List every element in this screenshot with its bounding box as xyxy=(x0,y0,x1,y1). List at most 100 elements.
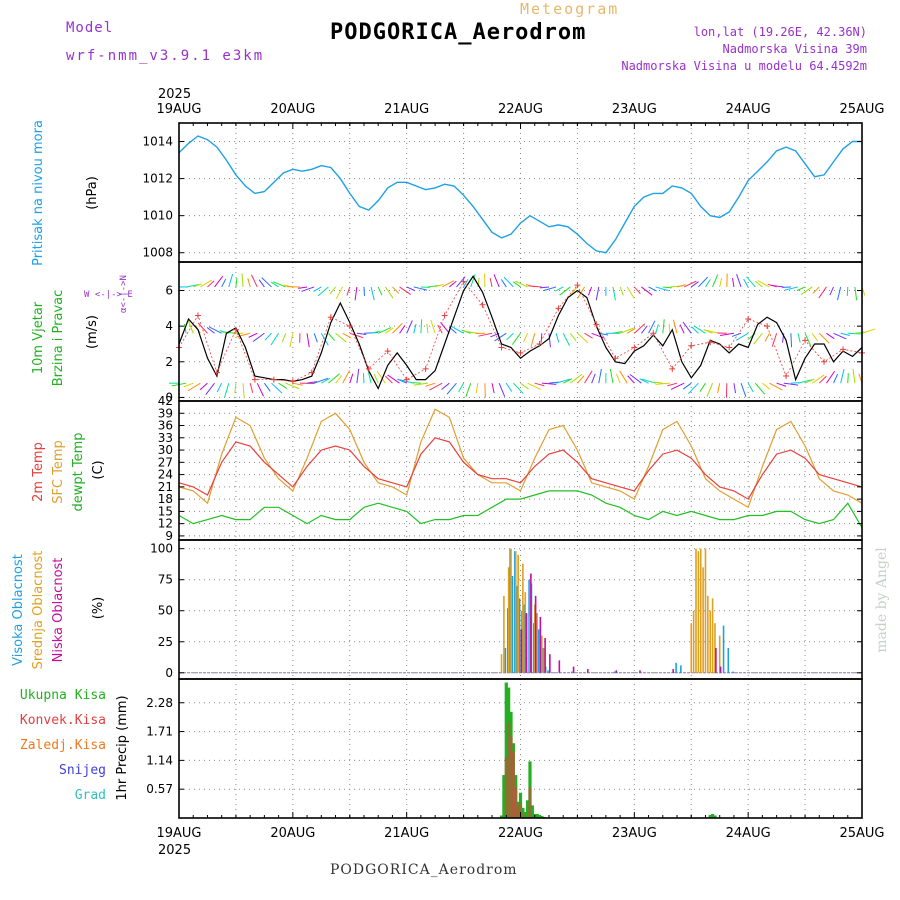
wind-arrow xyxy=(342,332,352,339)
wind-arrow xyxy=(505,382,513,392)
x-tick-label-bottom: 23AUG xyxy=(612,826,657,841)
wind-arrow xyxy=(498,382,506,397)
wind-arrow xyxy=(530,333,536,347)
wind-gust-marker xyxy=(213,369,220,376)
wind-arrow xyxy=(847,332,862,335)
x-tick-label-top: 25AUG xyxy=(839,102,884,117)
wind-arrow xyxy=(655,382,670,385)
wind-arrow xyxy=(410,382,421,384)
wind-arrow xyxy=(258,279,265,288)
y-tick-label: 6 xyxy=(165,284,173,298)
wind-arrow xyxy=(655,286,669,292)
wind-arrow xyxy=(252,332,265,342)
wind-arrow xyxy=(387,374,400,384)
wind-gust-marker xyxy=(840,346,847,353)
cloud-high-bar xyxy=(732,671,734,673)
wind-arrow xyxy=(542,286,557,292)
wind-arrow xyxy=(712,274,719,288)
wind-arrow xyxy=(342,370,350,384)
cloud-mid-bar xyxy=(695,548,697,673)
wind-arrow xyxy=(335,332,347,343)
wind-arrow xyxy=(199,382,208,391)
precip-conv-bar xyxy=(507,721,511,818)
wind-arrow xyxy=(626,327,636,334)
cloud-high-bar xyxy=(518,598,521,673)
wind-arrow xyxy=(746,276,756,288)
wind-arrow xyxy=(676,284,686,288)
lonlat-label: lon,lat (19.26E, 42.36N) xyxy=(693,25,867,39)
wind-arrow xyxy=(349,373,354,384)
wind-arrow xyxy=(256,382,264,397)
wind-arrow xyxy=(437,324,443,334)
wind-arrow xyxy=(703,329,713,334)
wind-arrow xyxy=(520,382,529,390)
x-tick-label-bottom: 22AUG xyxy=(498,826,543,841)
x-tick-label-top: 20AUG xyxy=(270,102,315,117)
wind-arrow xyxy=(548,381,559,384)
wind-arrow xyxy=(818,332,830,344)
wind-arrow xyxy=(804,333,812,347)
footer-station: PODGORICA_Aerodrom xyxy=(330,862,518,878)
wind-unit: (m/s) xyxy=(85,315,100,349)
wind-arrow xyxy=(776,382,787,387)
wind-arrow xyxy=(224,383,230,398)
precip-total-bar xyxy=(504,682,508,818)
cloud-high-bar xyxy=(509,548,511,673)
wind-arrow xyxy=(335,286,344,300)
precip-conv-bar xyxy=(509,737,513,818)
temp-unit: (C) xyxy=(91,460,106,479)
cloud-low-bar xyxy=(525,613,527,673)
wind-arrow xyxy=(833,332,847,340)
precip-conv-bar xyxy=(528,787,532,818)
wind-arrow xyxy=(770,284,784,288)
cloud-high-bar xyxy=(542,647,545,673)
wind-arrow xyxy=(356,332,367,336)
legend-hail: Grad xyxy=(75,788,106,803)
year-label-bottom: 2025 xyxy=(158,843,191,858)
wind-arrow xyxy=(399,286,411,296)
precip-total-bar xyxy=(530,805,534,818)
wind-arrow xyxy=(679,324,685,334)
cloud-low-label: Niska Oblacnost xyxy=(51,558,66,663)
wind-arrow xyxy=(652,381,663,384)
cloud-unit: (%) xyxy=(91,597,106,620)
wind-arrow xyxy=(183,382,194,388)
wind-arrow xyxy=(790,333,793,348)
x-tick-label-bottom: 24AUG xyxy=(726,826,771,841)
cloud-mid-bar xyxy=(692,610,695,673)
wind-arrow xyxy=(465,383,472,398)
wind-arrow xyxy=(667,382,678,387)
wind-arrow xyxy=(609,368,614,384)
wind-gust-marker xyxy=(745,316,752,323)
wind-gust-marker xyxy=(384,348,391,355)
wind-arrow xyxy=(270,333,280,346)
cloud-mid-bar xyxy=(704,548,707,673)
wind-arrow xyxy=(512,281,521,288)
y-tick-label: 4 xyxy=(165,319,173,333)
wind-arrow xyxy=(668,323,671,334)
wind-arrow xyxy=(278,382,288,390)
cloud-high-bar xyxy=(528,579,530,673)
wind-arrow xyxy=(515,280,528,288)
wind-arrow xyxy=(528,285,542,288)
wind-arrow xyxy=(214,275,224,288)
wind-arrow xyxy=(250,274,258,288)
wind-arrow xyxy=(425,382,436,387)
wind-arrow xyxy=(399,325,406,334)
wind-gust-marker xyxy=(403,376,410,383)
wind-arrow xyxy=(193,283,202,288)
wind-gust-marker xyxy=(821,358,828,365)
wind-arrow xyxy=(688,382,699,395)
wind-arrow xyxy=(489,278,493,288)
wind-arrow xyxy=(429,382,443,391)
wind-arrow xyxy=(249,383,254,393)
wind-arrow xyxy=(812,286,820,294)
wind-arrow xyxy=(591,332,605,339)
wind-arrow xyxy=(200,279,213,288)
wind-arrow xyxy=(852,368,856,384)
wind-arrow xyxy=(682,382,692,390)
wind-gust-marker xyxy=(517,349,524,356)
x-tick-label-top: 22AUG xyxy=(498,102,543,117)
cloud-low-bar xyxy=(520,629,523,673)
wind-arrow xyxy=(292,382,303,386)
